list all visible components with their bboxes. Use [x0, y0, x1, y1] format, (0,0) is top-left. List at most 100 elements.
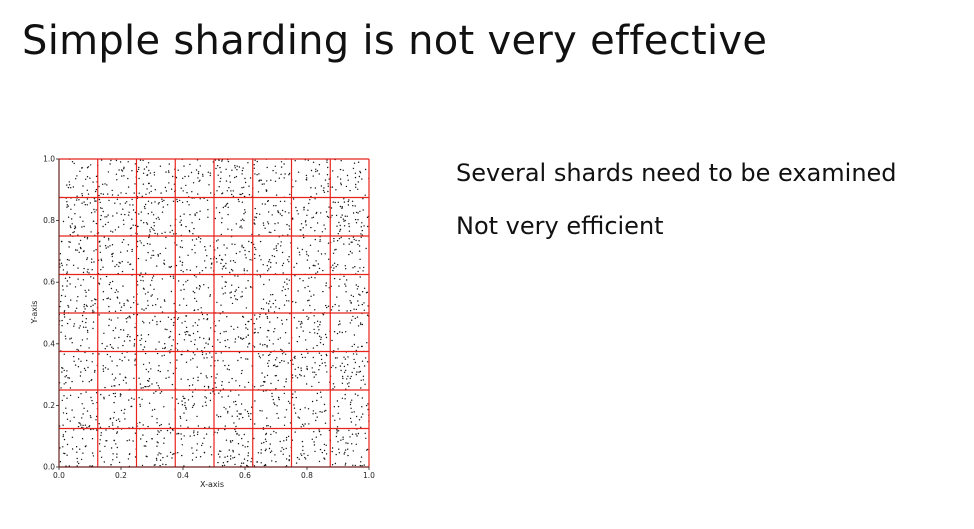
- data-point: [185, 184, 187, 187]
- data-point: [85, 178, 87, 180]
- data-point: [142, 276, 144, 278]
- data-point: [286, 278, 288, 280]
- data-point: [365, 292, 368, 294]
- data-point: [139, 159, 142, 161]
- data-point: [185, 333, 187, 336]
- data-point: [74, 310, 77, 312]
- data-point: [359, 370, 362, 373]
- data-point: [335, 453, 337, 456]
- data-point: [288, 174, 290, 176]
- data-point: [204, 260, 206, 262]
- data-point: [195, 300, 198, 302]
- data-point: [236, 432, 238, 435]
- data-point: [95, 299, 97, 301]
- data-point: [155, 390, 157, 393]
- data-point: [306, 253, 308, 255]
- data-point: [232, 457, 234, 459]
- data-point: [355, 424, 357, 426]
- data-point: [346, 378, 348, 380]
- data-point: [326, 371, 328, 373]
- data-point: [198, 180, 200, 183]
- data-point: [288, 261, 290, 263]
- data-point: [115, 419, 118, 422]
- data-point: [277, 417, 280, 419]
- data-point: [363, 287, 366, 289]
- data-point: [83, 367, 86, 370]
- data-point: [110, 159, 112, 162]
- data-point: [134, 456, 137, 458]
- data-point: [367, 225, 369, 228]
- data-point: [76, 465, 78, 467]
- data-point: [246, 464, 248, 467]
- data-point: [115, 159, 118, 162]
- data-point: [119, 262, 121, 264]
- data-point: [352, 295, 355, 298]
- data-point: [86, 167, 89, 169]
- data-point: [241, 218, 244, 220]
- data-point: [123, 239, 125, 241]
- data-point: [83, 429, 85, 431]
- data-point: [129, 263, 132, 265]
- data-point: [150, 190, 152, 193]
- data-point: [295, 396, 297, 399]
- data-point: [258, 234, 260, 236]
- data-point: [236, 415, 238, 417]
- data-point: [185, 419, 188, 421]
- data-point: [221, 217, 223, 219]
- data-point: [274, 364, 276, 366]
- data-point: [224, 339, 226, 342]
- data-point: [234, 400, 237, 403]
- data-point: [92, 321, 95, 323]
- data-point: [311, 438, 313, 440]
- data-point: [291, 217, 294, 219]
- data-point: [241, 369, 243, 372]
- data-point: [159, 370, 161, 373]
- data-point: [330, 207, 333, 209]
- data-point: [272, 343, 274, 345]
- data-point: [183, 339, 186, 341]
- data-point: [316, 332, 319, 335]
- data-point: [314, 332, 316, 334]
- data-point: [199, 198, 201, 200]
- data-point: [229, 406, 231, 408]
- data-point: [228, 449, 230, 451]
- data-point: [149, 229, 151, 231]
- data-point: [63, 395, 65, 397]
- data-point: [102, 193, 105, 195]
- data-point: [151, 409, 154, 411]
- data-point: [189, 231, 191, 233]
- data-point: [358, 419, 361, 421]
- data-point: [188, 385, 191, 387]
- data-point: [244, 254, 246, 256]
- data-point: [214, 159, 217, 161]
- data-point: [142, 172, 145, 174]
- data-point: [298, 458, 300, 460]
- data-point: [230, 268, 233, 271]
- data-point: [191, 222, 193, 224]
- data-point: [333, 237, 335, 240]
- data-point: [339, 278, 341, 280]
- data-point: [143, 322, 145, 324]
- data-point: [236, 299, 238, 301]
- data-point: [143, 288, 145, 290]
- data-point: [159, 165, 162, 167]
- data-point: [250, 418, 252, 421]
- data-point: [262, 384, 264, 387]
- data-point: [307, 300, 309, 302]
- data-point: [113, 379, 115, 381]
- data-point: [226, 202, 229, 205]
- data-point: [269, 443, 271, 445]
- data-point: [120, 213, 123, 216]
- data-point: [258, 173, 260, 175]
- data-point: [99, 207, 102, 209]
- data-point: [211, 356, 213, 358]
- data-point: [343, 243, 345, 245]
- data-point: [270, 382, 272, 385]
- data-point: [269, 300, 271, 302]
- data-point: [113, 385, 115, 387]
- data-point: [100, 193, 102, 195]
- data-point: [121, 360, 123, 362]
- data-point: [127, 177, 129, 180]
- data-point: [237, 275, 239, 277]
- data-point: [69, 318, 71, 321]
